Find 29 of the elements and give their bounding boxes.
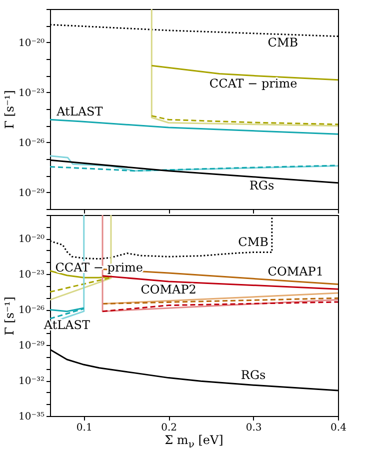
x-tick-label: 0.1 (76, 422, 92, 434)
line-series (150, 9, 338, 127)
y-axis-title: Γ [s⁻¹] (2, 296, 16, 336)
x-axis-title: Σ m$_{ν}$ [eV] (164, 433, 224, 450)
y-tick-label: 10⁻²⁹ (18, 340, 44, 352)
y-tick-label: 10⁻²⁶ (18, 305, 44, 316)
line-series (50, 118, 338, 135)
annotation: RGs (249, 178, 274, 192)
annotation: RGs (240, 368, 266, 382)
line-series (150, 115, 338, 126)
y-tick-label: 10⁻²⁰ (18, 38, 44, 49)
y-tick-label: 10⁻²³ (18, 270, 44, 281)
annotation: AtLAST (56, 104, 103, 118)
annotation: COMAP2 (140, 282, 196, 296)
annotation: CCAT − prime (209, 76, 298, 91)
y-tick-label: 10⁻³⁵ (18, 412, 44, 422)
y-tick-label: 10⁻²⁹ (18, 188, 44, 199)
annotation: CMB (238, 235, 269, 250)
y-axis-title: Γ [s⁻¹] (2, 90, 16, 129)
line-series (50, 155, 338, 172)
x-tick-label: 0.4 (330, 422, 346, 434)
annotation: CMB (268, 35, 298, 50)
y-tick-label: 10⁻³² (18, 376, 44, 388)
y-tick-label: 10⁻²³ (18, 88, 44, 99)
y-tick-label: 10⁻²⁶ (18, 138, 44, 149)
annotation: COMAP1 (268, 264, 324, 278)
x-tick-label: 0.3 (246, 422, 262, 434)
x-tick-label: 0.2 (161, 422, 178, 434)
y-tick-label: 10⁻²⁰ (18, 234, 44, 246)
